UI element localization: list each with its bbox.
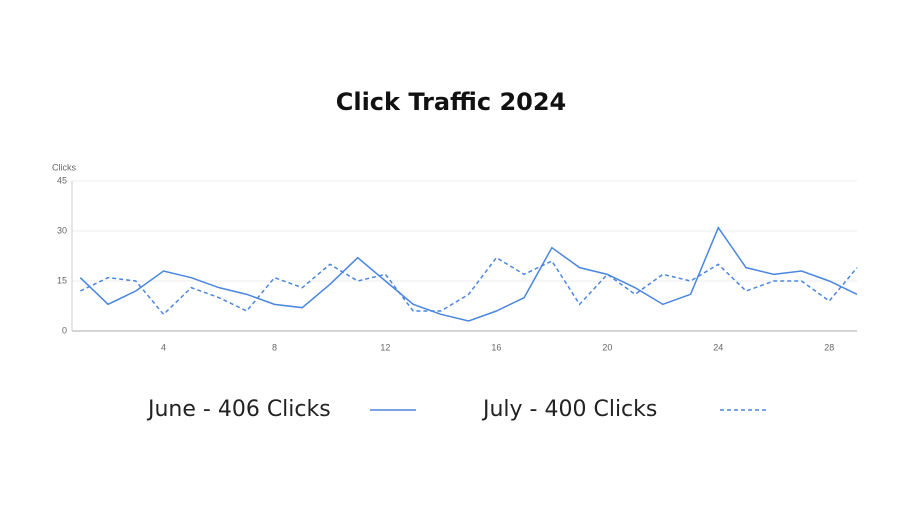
- x-tick-label: 8: [272, 342, 277, 352]
- series-line: [79, 226, 858, 322]
- x-tick-label: 24: [713, 342, 723, 352]
- series-line: [79, 256, 858, 316]
- y-axis-label: Clicks: [52, 162, 76, 172]
- y-tick-label: 30: [57, 225, 67, 235]
- legend-label: June - 406 Clicks: [146, 397, 331, 422]
- x-tick-label: 16: [491, 342, 501, 352]
- y-tick-label: 45: [57, 175, 67, 185]
- x-tick-label: 20: [602, 342, 612, 352]
- y-tick-label: 15: [57, 275, 67, 285]
- chart-title: Click Traffic 2024: [336, 88, 567, 116]
- x-tick-label: 28: [824, 342, 834, 352]
- y-tick-label: 0: [62, 325, 67, 335]
- legend-label: July - 400 Clicks: [481, 397, 657, 422]
- x-tick-label: 12: [380, 342, 390, 352]
- x-tick-label: 4: [161, 342, 166, 352]
